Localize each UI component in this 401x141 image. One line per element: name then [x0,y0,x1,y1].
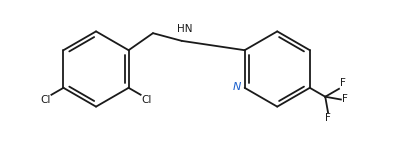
Text: F: F [340,78,346,88]
Text: HN: HN [177,24,192,34]
Text: Cl: Cl [40,95,51,105]
Text: Cl: Cl [142,95,152,105]
Text: F: F [325,113,331,123]
Text: N: N [232,82,241,92]
Text: F: F [342,94,348,104]
